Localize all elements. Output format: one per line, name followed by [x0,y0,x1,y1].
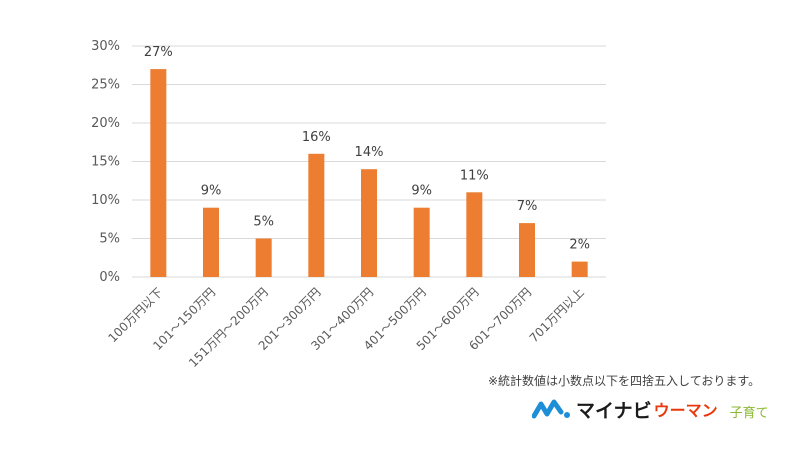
bar [203,207,219,277]
footnote: ※統計数値は小数点以下を四捨五入しております。 [488,374,761,388]
bar [466,192,483,277]
bar [150,69,167,277]
x-tick-label: 701万円以上 [527,285,587,345]
bars [150,69,588,277]
bar [308,153,325,277]
bar [519,223,535,277]
brand-main-text: マイナビ [576,399,652,422]
logo-mark-icon [532,399,570,419]
data-label: 5% [253,215,274,230]
bar [361,169,377,277]
brand-logo: マイナビ ウーマン 子育て [532,396,769,422]
x-axis-ticks: 100万円以下101～150万円151万円～200万円201～300万円301～… [105,285,586,370]
bar [571,261,588,277]
brand-tag-text: 子育て [729,405,769,421]
bar [255,238,272,277]
data-label: 2% [569,238,590,253]
data-labels: 27% 9% 5% 16% 14% 9% 11% 7% 2% [144,45,590,253]
data-label: 16% [302,130,331,145]
y-tick-label: 25% [91,78,120,93]
data-label: 7% [517,199,538,214]
data-label: 11% [460,168,489,183]
y-tick-label: 20% [91,116,120,131]
data-label: 9% [411,184,432,199]
y-tick-label: 5% [99,232,120,247]
y-tick-label: 15% [91,155,120,170]
data-label: 9% [201,184,222,199]
data-label: 27% [144,45,173,60]
y-axis-ticks: 0% 5% 10% 15% 20% 25% 30% [91,39,120,285]
y-tick-label: 30% [91,39,120,54]
data-label: 14% [355,145,384,160]
brand-sub-text: ウーマン [653,401,718,420]
y-tick-label: 0% [99,270,120,285]
bar [413,207,430,277]
y-tick-label: 10% [91,193,120,208]
